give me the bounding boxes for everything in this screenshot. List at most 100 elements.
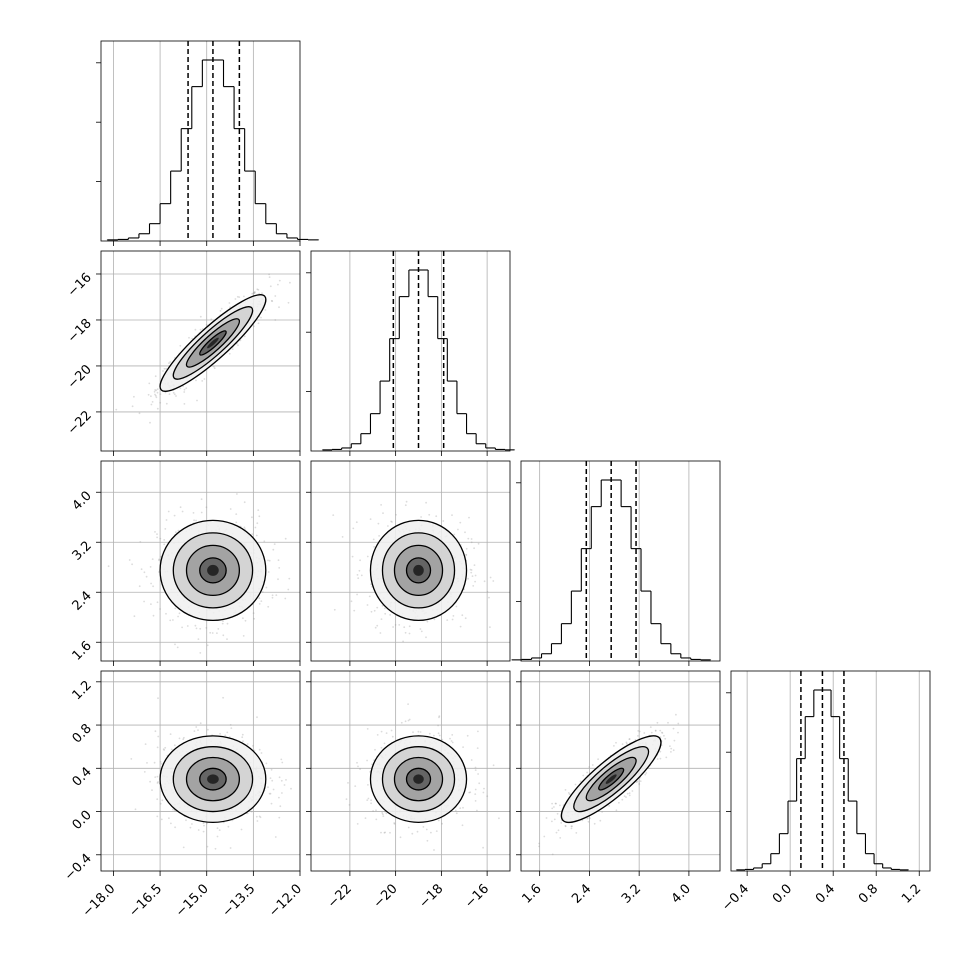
sample-point xyxy=(615,809,618,812)
sample-point xyxy=(148,382,151,385)
sample-point xyxy=(159,537,162,540)
sample-point xyxy=(567,792,570,794)
sample-point xyxy=(165,402,168,405)
sample-point xyxy=(638,730,641,733)
sample-point xyxy=(273,543,276,545)
sample-point xyxy=(378,535,380,537)
sample-point xyxy=(441,822,443,825)
sample-point xyxy=(246,743,249,745)
sample-point xyxy=(369,518,372,520)
sample-point xyxy=(661,731,663,734)
y-tick-label: −0.4 xyxy=(62,851,95,884)
sample-point xyxy=(380,746,383,749)
sample-point xyxy=(154,389,157,391)
sample-point xyxy=(207,728,209,731)
sample-point xyxy=(162,370,164,372)
sample-point xyxy=(115,408,118,411)
sample-point xyxy=(419,731,422,733)
sample-point xyxy=(201,380,204,382)
x-tick-label: −13.5 xyxy=(220,881,259,920)
sample-point xyxy=(253,291,256,293)
sample-point xyxy=(468,516,470,519)
sample-point xyxy=(428,732,431,735)
sample-point xyxy=(407,703,409,705)
sample-point xyxy=(664,737,667,740)
sample-point xyxy=(226,622,229,625)
sample-point xyxy=(354,785,357,787)
sample-point xyxy=(416,830,419,833)
sample-point xyxy=(389,614,391,616)
sample-point xyxy=(272,788,275,791)
sample-point xyxy=(670,747,673,750)
sample-point xyxy=(381,604,384,607)
sample-point xyxy=(364,817,367,819)
sample-point xyxy=(441,738,444,741)
sample-point xyxy=(428,513,431,516)
sample-point xyxy=(474,580,476,583)
sample-point xyxy=(270,802,273,805)
sample-point xyxy=(437,732,440,735)
sample-point xyxy=(195,726,198,728)
sample-point xyxy=(195,379,197,382)
sample-point xyxy=(200,498,203,501)
sample-point xyxy=(183,403,186,405)
sample-point xyxy=(471,575,474,577)
sample-point xyxy=(545,817,548,819)
sample-point xyxy=(205,627,208,629)
sample-point xyxy=(202,830,205,833)
sample-point xyxy=(242,635,245,637)
y-tick-label: 0.4 xyxy=(70,765,95,790)
sample-point xyxy=(131,563,134,566)
sample-point xyxy=(161,799,164,802)
sample-point xyxy=(274,836,277,838)
sample-point xyxy=(156,536,159,539)
sample-point xyxy=(376,734,379,736)
sample-point xyxy=(366,759,368,762)
sample-point xyxy=(570,827,573,830)
sample-point xyxy=(261,292,263,295)
sample-point xyxy=(274,295,277,297)
sample-point xyxy=(465,547,468,550)
sample-point xyxy=(625,741,628,744)
sample-point xyxy=(239,339,242,342)
sample-point xyxy=(571,825,573,828)
sample-point xyxy=(168,362,170,364)
density-fill xyxy=(207,337,219,349)
sample-point xyxy=(228,352,231,355)
sample-point xyxy=(469,568,472,571)
sample-point xyxy=(156,775,159,778)
contour-line xyxy=(199,767,227,791)
sample-point xyxy=(405,500,408,503)
sample-point xyxy=(373,546,375,548)
sample-point xyxy=(209,631,212,634)
sample-point xyxy=(177,615,180,618)
sample-point xyxy=(404,631,407,634)
sample-point xyxy=(461,614,464,617)
sample-point xyxy=(382,815,385,817)
sample-point xyxy=(407,826,410,829)
sample-point xyxy=(191,337,194,340)
sample-point xyxy=(376,624,379,627)
sample-point xyxy=(341,536,344,538)
panel-frame xyxy=(100,250,301,452)
panel-1-0: −22 −20 −18 −16 xyxy=(65,250,301,456)
sample-point xyxy=(172,808,174,811)
sample-point xyxy=(153,390,156,393)
x-tick-label: −12.0 xyxy=(266,881,305,920)
x-tick-label: −18 xyxy=(416,881,446,911)
sample-point xyxy=(218,829,221,831)
sample-point xyxy=(147,393,150,396)
sample-point xyxy=(173,514,176,517)
sample-point xyxy=(557,829,560,832)
sample-point xyxy=(271,596,274,599)
sample-point xyxy=(332,514,335,516)
sample-point xyxy=(486,591,489,593)
sample-point xyxy=(183,736,185,739)
sample-point xyxy=(163,367,166,370)
sample-point xyxy=(268,559,271,562)
sample-point xyxy=(468,791,471,794)
sample-point xyxy=(252,612,255,614)
sample-point xyxy=(258,597,261,599)
sample-point xyxy=(192,512,195,514)
